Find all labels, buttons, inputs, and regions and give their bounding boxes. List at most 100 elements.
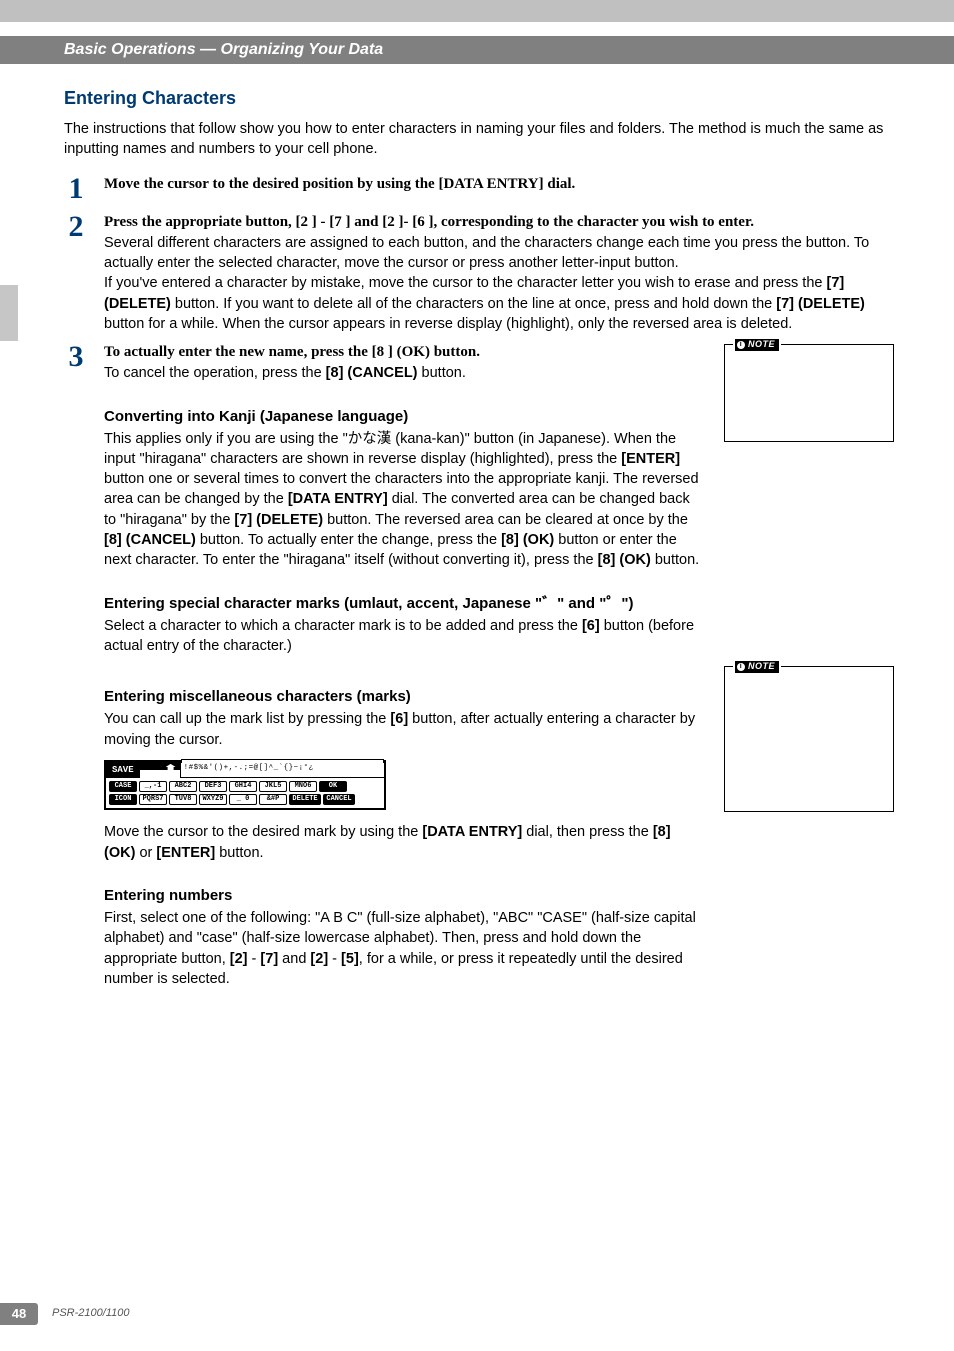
s2p2e: [7 <box>776 296 789 312</box>
np1k: [5 <box>341 951 354 967</box>
panel-save-label: SAVE <box>106 762 140 779</box>
kbi: button. The reversed area can be cleared… <box>323 512 688 528</box>
s3p1d: button. <box>418 365 466 381</box>
note-label-1: iNOTE <box>733 338 781 351</box>
breadcrumb-bar: Basic Operations — Organizing Your Data <box>0 36 954 64</box>
kbn: ] (OK) <box>514 532 554 548</box>
note-box-2: iNOTE <box>724 666 894 812</box>
step-number-3: 3 <box>64 342 88 383</box>
misc-row: Entering miscellaneous characters (marks… <box>64 664 894 989</box>
special-body: Select a character to which a character … <box>104 616 702 657</box>
step-3: 3 To actually enter the new name, press … <box>64 342 702 383</box>
kba: This applies only if you are using the " <box>104 431 348 447</box>
kbq: ] (OK) <box>611 552 651 568</box>
mp1b: [6 <box>390 711 403 727</box>
sub-sections: Converting into Kanji (Japanese language… <box>64 406 702 657</box>
s2p2f: ] (DELETE) <box>789 296 865 312</box>
np1e: [7 <box>260 951 273 967</box>
mp2a: Move the cursor to the desired mark by u… <box>104 824 422 840</box>
panel-key-def3: DEF3 <box>199 781 227 792</box>
spa: Select a character to which a character … <box>104 618 582 634</box>
special-head: Entering special character marks (umlaut… <box>104 593 702 614</box>
mp2b: [DATA ENTRY] <box>422 824 522 840</box>
s2hc: ] and [2 <box>346 214 395 230</box>
mp2g: [ENTER] <box>156 845 215 861</box>
note-label-2: iNOTE <box>733 660 781 673</box>
misc-p2: Move the cursor to the desired mark by u… <box>104 822 702 863</box>
step-2-p2: If you've entered a character by mistake… <box>104 273 894 334</box>
step-3-head: To actually enter the new name, press th… <box>104 342 702 363</box>
kbc: [ENTER] <box>621 451 680 467</box>
s2hb: ] - [7 <box>312 214 342 230</box>
panel-key-case: CASE <box>109 781 137 792</box>
panel-key-cancel: CANCEL <box>323 794 355 805</box>
note-box-1: iNOTE <box>724 344 894 442</box>
step-2-head: Press the appropriate button, [2 ] - [7 … <box>104 212 894 233</box>
kbm: [8 <box>501 532 514 548</box>
kbk: ] (CANCEL) <box>117 532 196 548</box>
kbj: [8 <box>104 532 117 548</box>
s2p2a: If you've entered a character by mistake… <box>104 275 827 291</box>
misc-p1: You can call up the mark list by pressin… <box>104 709 702 750</box>
kanji-head: Converting into Kanji (Japanese language… <box>104 406 702 427</box>
panel-key-mno6: MNO6 <box>289 781 317 792</box>
panel-key-ok: OK <box>319 781 347 792</box>
s3ha: To actually enter the new name, press th… <box>104 344 384 360</box>
s2p2g: button for a while. When the cursor appe… <box>104 316 792 332</box>
panel-key-_ 0: _ 0 <box>229 794 257 805</box>
misc-head: Entering miscellaneous characters (marks… <box>104 686 702 707</box>
panel-char-strip: !#$%&'()+,-.;=@[]^_`{}~¡°¿ <box>180 762 384 779</box>
s2hd: ]- [6 <box>398 214 424 230</box>
step-1: 1 Move the cursor to the desired positio… <box>64 174 894 204</box>
mp2f: or <box>135 845 156 861</box>
content-area: Entering Characters The instructions tha… <box>0 64 954 989</box>
s2p2b: [7 <box>827 275 840 291</box>
mark-list-panel: SAVE !#$%&'()+,-.;=@[]^_`{}~¡°¿ CASE_,-1… <box>104 760 386 811</box>
panel-key-delete: DELETE <box>289 794 321 805</box>
step-1-head: Move the cursor to the desired position … <box>104 174 894 195</box>
np1b: [2 <box>230 951 243 967</box>
s3p1a: To cancel the operation, press the <box>104 365 326 381</box>
step-2-p1: Several different characters are assigne… <box>104 233 894 274</box>
panel-key-abc2: ABC2 <box>169 781 197 792</box>
kbg: [7 <box>234 512 247 528</box>
breadcrumb-text: Basic Operations — Organizing Your Data <box>64 39 383 61</box>
np1j: - <box>328 951 341 967</box>
mp2c: dial, then press the <box>522 824 653 840</box>
kbl: button. To actually enter the change, pr… <box>196 532 501 548</box>
kbe: [DATA ENTRY] <box>288 491 388 507</box>
panel-key-ghi4: GHI4 <box>229 781 257 792</box>
np1d: - <box>248 951 261 967</box>
step-number-1: 1 <box>64 174 88 204</box>
step-3-row: 3 To actually enter the new name, press … <box>64 342 894 656</box>
mp2h: button. <box>215 845 263 861</box>
kbkana: かな漢 <box>348 431 392 447</box>
s2p2d: button. If you want to delete all of the… <box>171 296 776 312</box>
panel-key-pqrs7: PQRS7 <box>139 794 167 805</box>
step-2: 2 Press the appropriate button, [2 ] - [… <box>64 212 894 334</box>
np1g: and <box>278 951 310 967</box>
mp2d: [8 <box>653 824 666 840</box>
kbr: button. <box>651 552 699 568</box>
s2ha: Press the appropriate button, [2 <box>104 214 308 230</box>
panel-key-wxyz9: WXYZ9 <box>199 794 227 805</box>
top-gray-bar <box>0 0 954 22</box>
panel-key-tuv8: TUV8 <box>169 794 197 805</box>
page-number: 48 <box>0 1303 38 1325</box>
s3p1b: [8 <box>326 365 339 381</box>
kanji-body: This applies only if you are using the "… <box>104 429 702 571</box>
step-3-p1: To cancel the operation, press the [8] (… <box>104 363 702 383</box>
s3hb: ] (OK) button. <box>388 344 480 360</box>
section-title: Entering Characters <box>64 86 894 111</box>
numbers-body: First, select one of the following: "A B… <box>104 908 702 989</box>
numbers-head: Entering numbers <box>104 885 702 906</box>
panel-icon <box>140 762 180 779</box>
panel-button-rows: CASE_,-1ABC2DEF3GHI4JKL5MNO6OK ICONPQRS7… <box>106 778 384 808</box>
panel-key-icon: ICON <box>109 794 137 805</box>
s2he: ], corresponding to the character you wi… <box>428 214 754 230</box>
step-number-2: 2 <box>64 212 88 334</box>
spb: [6 <box>582 618 595 634</box>
model-label: PSR-2100/1100 <box>52 1306 129 1321</box>
kbh: ] (DELETE) <box>247 512 323 528</box>
mp1a: You can call up the mark list by pressin… <box>104 711 390 727</box>
